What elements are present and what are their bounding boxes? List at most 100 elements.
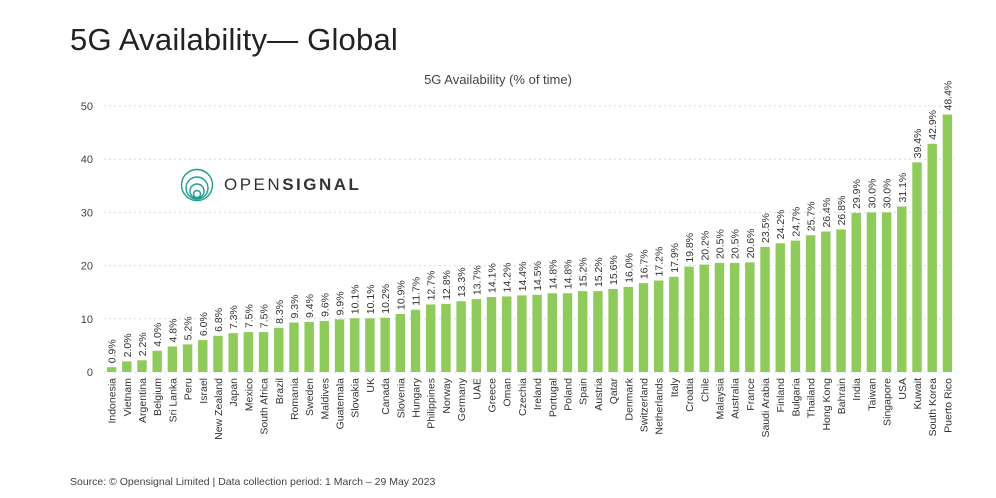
bar xyxy=(760,246,770,372)
category-label: Oman xyxy=(502,378,514,407)
bar xyxy=(547,293,558,372)
category-label: Guatemala xyxy=(335,378,347,430)
category-label: Belgium xyxy=(152,378,164,416)
value-label: 9.4% xyxy=(304,294,316,318)
category-label: Indonesia xyxy=(107,378,119,424)
value-label: 26.4% xyxy=(821,198,833,228)
value-label: 20.6% xyxy=(745,229,757,259)
bar xyxy=(122,361,132,372)
bar xyxy=(289,322,299,372)
value-label: 14.2% xyxy=(502,263,514,293)
value-label: 9.9% xyxy=(335,291,347,315)
bar xyxy=(380,317,390,372)
category-label: Chile xyxy=(699,378,711,402)
bar xyxy=(532,294,542,372)
page-title: 5G Availability— Global xyxy=(70,22,398,57)
bar xyxy=(881,212,892,372)
bar xyxy=(897,206,907,372)
category-label: Spain xyxy=(578,378,590,405)
category-label: Slovakia xyxy=(350,378,362,418)
value-label: 10.9% xyxy=(395,280,407,310)
bar xyxy=(441,303,451,372)
value-label: 23.5% xyxy=(760,213,772,243)
category-label: Norway xyxy=(441,377,453,413)
category-label: UAE xyxy=(471,378,483,400)
bar xyxy=(790,240,801,372)
category-label: Canada xyxy=(380,378,392,415)
value-label: 14.8% xyxy=(562,259,574,289)
value-label: 4.0% xyxy=(152,323,164,347)
category-label: Greece xyxy=(487,378,499,413)
value-label: 17.9% xyxy=(669,243,681,273)
y-tick-label: 50 xyxy=(81,101,93,113)
y-tick-label: 40 xyxy=(81,154,93,166)
bar xyxy=(304,321,314,372)
bar xyxy=(167,346,178,372)
bar xyxy=(821,231,831,372)
opensignal-logo-icon xyxy=(180,168,214,202)
category-label: Poland xyxy=(562,378,574,411)
bar xyxy=(623,286,633,372)
bar xyxy=(152,350,162,372)
category-label: Italy xyxy=(669,377,681,397)
y-tick-label: 10 xyxy=(81,314,93,326)
category-label: South Africa xyxy=(259,378,271,435)
value-label: 11.7% xyxy=(411,277,423,306)
category-label: Taiwan xyxy=(866,378,878,411)
value-label: 29.9% xyxy=(851,179,863,209)
category-label: Denmark xyxy=(623,377,635,420)
category-label: USA xyxy=(897,378,909,400)
value-label: 48.4% xyxy=(942,81,954,111)
category-label: Philippines xyxy=(426,378,438,429)
bar xyxy=(775,243,785,372)
bar xyxy=(912,162,922,372)
value-label: 25.7% xyxy=(806,201,818,231)
bar xyxy=(198,340,208,372)
value-label: 39.4% xyxy=(912,129,924,159)
value-label: 20.5% xyxy=(714,229,726,259)
category-label: Argentina xyxy=(137,378,149,423)
bar xyxy=(714,262,725,372)
value-label: 0.9% xyxy=(107,339,119,363)
value-label: 19.8% xyxy=(684,233,696,263)
category-label: New Zealand xyxy=(213,378,225,440)
source-note: Source: © Opensignal Limited | Data coll… xyxy=(70,476,436,488)
bar xyxy=(365,318,375,372)
category-label: Sweden xyxy=(304,378,316,416)
category-label: Brazil xyxy=(274,378,286,404)
category-label: Bahrain xyxy=(836,378,848,414)
category-label: Bulgaria xyxy=(790,378,802,417)
bar xyxy=(486,296,497,372)
bar xyxy=(395,314,406,372)
category-label: Finland xyxy=(775,378,787,413)
value-label: 8.3% xyxy=(274,300,286,324)
category-label: South Korea xyxy=(927,378,939,437)
value-label: 14.4% xyxy=(517,262,529,292)
category-label: Czechia xyxy=(517,378,529,416)
y-tick-label: 20 xyxy=(81,261,93,273)
bar xyxy=(213,335,223,372)
category-label: India xyxy=(851,378,863,401)
value-label: 17.2% xyxy=(654,247,666,277)
category-label: Romania xyxy=(289,378,301,420)
value-label: 15.2% xyxy=(593,257,605,287)
bar xyxy=(426,304,436,372)
value-label: 2.2% xyxy=(137,332,149,356)
opensignal-logo-wordmark: OPENSIGNAL xyxy=(224,175,361,195)
value-label: 26.8% xyxy=(836,196,848,226)
bar xyxy=(517,295,527,372)
value-label: 15.2% xyxy=(578,257,590,287)
value-label: 16.0% xyxy=(623,253,635,283)
value-label: 7.5% xyxy=(243,304,255,328)
value-label: 14.8% xyxy=(547,259,559,289)
opensignal-logo: OPENSIGNAL xyxy=(180,168,361,202)
value-label: 7.5% xyxy=(259,304,271,328)
bar xyxy=(608,289,618,372)
category-label: Vietnam xyxy=(122,378,134,417)
bar xyxy=(274,327,284,372)
y-tick-label: 30 xyxy=(81,207,93,219)
value-label: 24.2% xyxy=(775,209,787,239)
category-label: UK xyxy=(365,378,377,393)
bar xyxy=(334,319,345,372)
bar xyxy=(866,212,877,372)
